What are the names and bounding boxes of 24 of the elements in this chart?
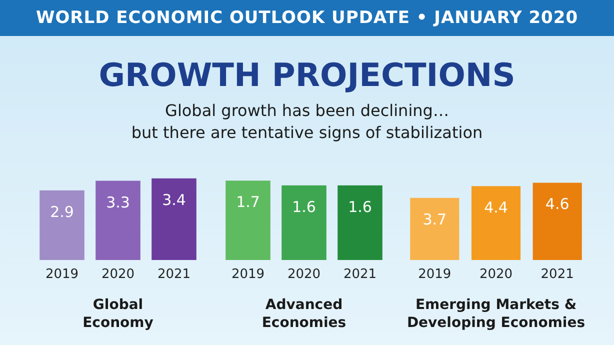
- text: Global growth has been declining… but there are tentative signs of stabilization: [130, 100, 484, 144]
- data-label: 1.6: [348, 198, 372, 216]
- x-tick-label: 2019: [418, 267, 452, 282]
- x-tick-label: 2021: [343, 267, 377, 282]
- x-tick-label: 2021: [540, 267, 574, 282]
- x-tick-label: 2020: [101, 267, 135, 282]
- data-label: 4.6: [545, 195, 570, 214]
- text: GROWTH PROJECTIONS: [98, 56, 516, 94]
- data-label: 4.4: [484, 198, 508, 217]
- x-tick-label: 2021: [157, 267, 191, 282]
- x-axis-title: Emerging Markets & Developing Economies: [406, 296, 586, 332]
- data-label: 1.6: [292, 198, 316, 216]
- data-label: 3.4: [162, 190, 186, 209]
- data-label: 2.9: [50, 202, 74, 221]
- data-label: 3.7: [422, 210, 447, 228]
- x-tick-label: 2019: [45, 267, 79, 282]
- data-label: 1.7: [236, 193, 260, 212]
- x-axis-title: Advanced Economies: [260, 296, 348, 332]
- x-axis-title: Global Economy: [82, 296, 154, 332]
- x-tick-label: 2020: [287, 267, 321, 282]
- x-tick-label: 2020: [479, 267, 513, 282]
- x-tick-label: 2019: [231, 267, 265, 282]
- data-label: 3.3: [106, 193, 130, 212]
- text: WORLD ECONOMIC OUTLOOK UPDATE • JANUARY 2020: [0, 0, 614, 36]
